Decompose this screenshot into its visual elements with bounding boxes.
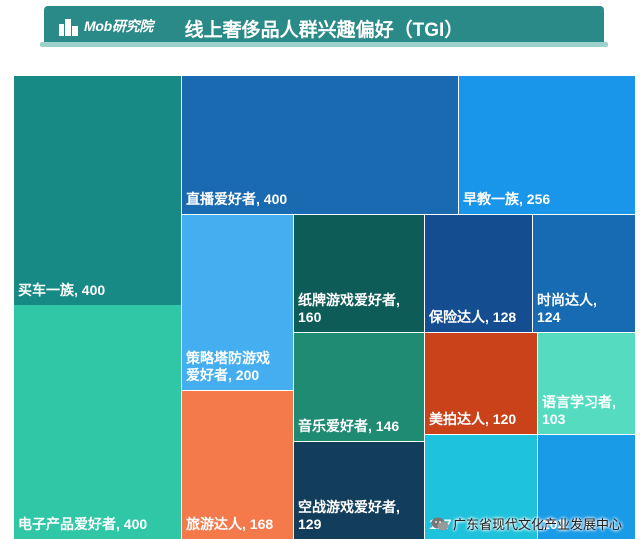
treemap-tile <box>182 215 293 390</box>
treemap-tile <box>425 215 532 332</box>
treemap-tile <box>533 215 635 332</box>
treemap-tile <box>14 305 181 539</box>
treemap-tile <box>459 76 635 214</box>
treemap-tile <box>294 333 424 441</box>
wechat-icon <box>431 517 449 530</box>
treemap-tile <box>14 76 181 305</box>
treemap-tile <box>182 76 458 214</box>
building-icon <box>59 19 78 36</box>
mob-logo: Mob研究院 <box>58 14 153 38</box>
watermark-text: 广东省现代文化产业发展中心 <box>452 517 622 532</box>
treemap-tile <box>538 435 635 539</box>
treemap-tile <box>294 215 424 332</box>
chart-title: 线上奢侈品人群兴趣偏好（TGI） <box>184 20 464 41</box>
treemap-tile <box>425 333 537 434</box>
treemap-tile <box>182 391 293 539</box>
watermark: 广东省现代文化产业发展中心 <box>431 514 622 533</box>
header-underline <box>40 42 608 47</box>
logo-text: Mob研究院 <box>84 18 153 34</box>
treemap-tile <box>294 442 424 539</box>
treemap-tile <box>538 333 635 434</box>
header-bar: Mob研究院 线上奢侈品人群兴趣偏好（TGI） <box>44 6 604 46</box>
